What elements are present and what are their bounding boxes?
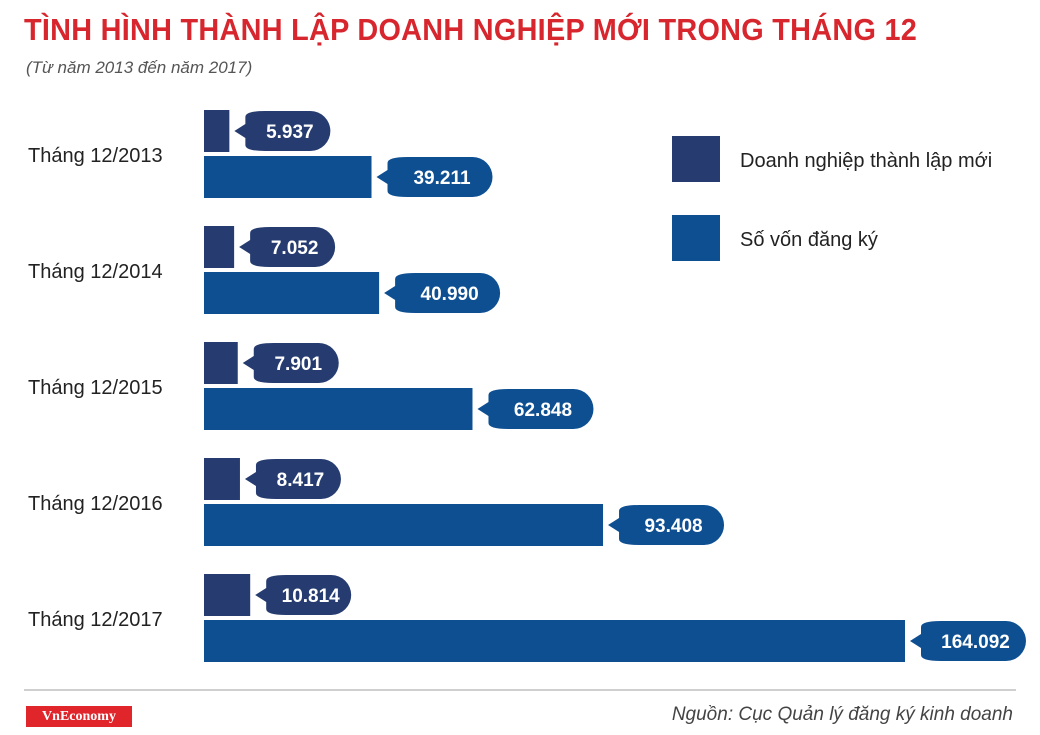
bar-enterprises xyxy=(204,226,235,268)
chart-title: TÌNH HÌNH THÀNH LẬP DOANH NGHIỆP MỚI TRO… xyxy=(24,12,918,47)
value-callout xyxy=(255,575,352,615)
bar-enterprises xyxy=(204,342,238,384)
bar-capital xyxy=(204,388,473,430)
data-label: 7.052 xyxy=(271,238,319,259)
legend-label: Số vốn đăng ký xyxy=(740,229,878,251)
bar-capital xyxy=(204,272,380,314)
bar-enterprises xyxy=(204,458,240,500)
data-label: 7.901 xyxy=(274,354,322,375)
category-label: Tháng 12/2013 xyxy=(28,145,163,167)
value-callout xyxy=(477,389,594,429)
footer-divider xyxy=(24,689,1016,691)
data-label: 62.848 xyxy=(514,400,572,421)
data-label: 40.990 xyxy=(421,284,479,305)
value-callout xyxy=(384,273,501,313)
bar-capital xyxy=(204,620,905,662)
chart-subtitle: (Từ năm 2013 đến năm 2017) xyxy=(26,58,253,77)
value-callout xyxy=(910,621,1026,661)
legend-label: Doanh nghiệp thành lập mới xyxy=(740,150,992,172)
value-callout xyxy=(376,157,493,197)
category-label: Tháng 12/2015 xyxy=(28,377,163,399)
bar-chart: Tháng 12/2013 5.937 39.211 Tháng 12/2014 7.0… xyxy=(28,110,1026,662)
bar-capital xyxy=(204,504,604,546)
bar-capital xyxy=(204,156,372,198)
legend-swatch xyxy=(672,136,720,182)
value-callout xyxy=(242,343,339,383)
value-callout xyxy=(608,505,725,545)
value-callout xyxy=(239,227,336,267)
category-label: Tháng 12/2016 xyxy=(28,493,163,515)
data-label: 39.211 xyxy=(413,168,470,189)
bar-enterprises xyxy=(204,574,251,616)
data-label: 93.408 xyxy=(644,516,702,537)
value-callout xyxy=(234,111,331,151)
bar-enterprises xyxy=(204,110,230,152)
data-label: 5.937 xyxy=(266,122,314,143)
value-callout xyxy=(244,459,341,499)
brand-logo: VnEconomy xyxy=(26,706,132,727)
legend-swatch xyxy=(672,215,720,261)
data-label: 10.814 xyxy=(282,586,341,607)
data-label: 8.417 xyxy=(277,470,325,491)
data-label: 164.092 xyxy=(941,632,1010,653)
source-note: Nguồn: Cục Quản lý đăng ký kinh doanh xyxy=(671,704,1013,725)
category-label: Tháng 12/2014 xyxy=(28,261,163,283)
category-label: Tháng 12/2017 xyxy=(28,609,163,631)
